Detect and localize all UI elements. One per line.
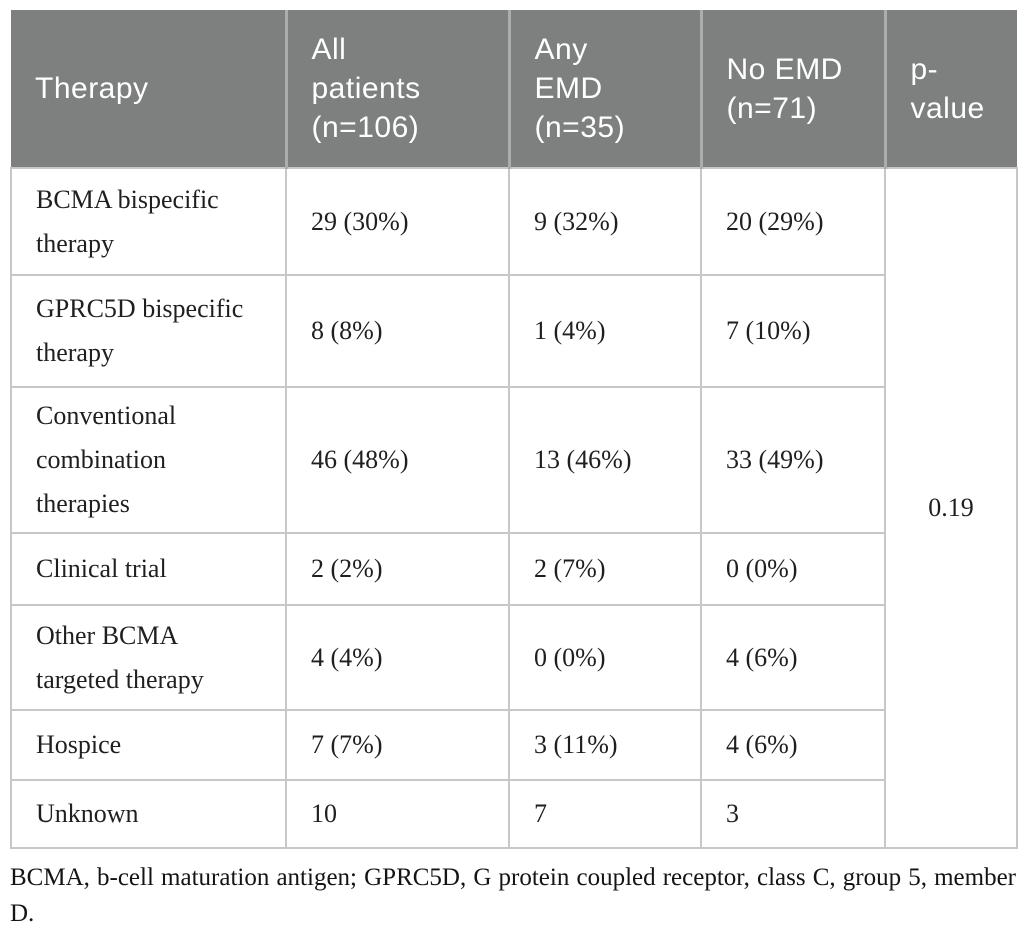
cell-any-emd: 2 (7%) [508, 532, 702, 606]
cell-no-emd: 3 [700, 779, 886, 849]
therapy-table: Therapy All patients (n=106) Any EMD (n=… [10, 10, 1018, 849]
cell-no-emd: 33 (49%) [700, 386, 886, 534]
cell-therapy: Unknown [10, 779, 287, 849]
cell-therapy: BCMA bispecific therapy [10, 167, 287, 276]
table-row: Hospice 7 (7%) 3 (11%) 4 (6%) [10, 709, 1017, 781]
column-header-all-patients: All patients (n=106) [284, 10, 509, 168]
cell-no-emd: 7 (10%) [700, 274, 886, 388]
cell-any-emd: 7 [508, 779, 702, 849]
column-header-no-emd: No EMD (n=71) [699, 10, 885, 168]
cell-all-patients: 4 (4%) [285, 604, 510, 711]
cell-no-emd: 20 (29%) [700, 167, 886, 276]
cell-no-emd: 0 (0%) [700, 532, 886, 606]
cell-no-emd: 4 (6%) [700, 604, 886, 711]
cell-any-emd: 0 (0%) [508, 604, 702, 711]
table-header: Therapy All patients (n=106) Any EMD (n=… [11, 10, 1017, 168]
cell-therapy: Conventional combination therapies [10, 386, 287, 534]
table-footnote: BCMA, b-cell maturation antigen; GPRC5D,… [10, 864, 1016, 927]
cell-therapy: Hospice [10, 709, 287, 781]
cell-all-patients: 8 (8%) [285, 274, 510, 388]
cell-any-emd: 3 (11%) [508, 709, 702, 781]
cell-any-emd: 1 (4%) [508, 274, 702, 388]
cell-no-emd: 4 (6%) [700, 709, 886, 781]
table-row: BCMA bispecific therapy 29 (30%) 9 (32%)… [10, 167, 1018, 849]
cell-all-patients: 29 (30%) [285, 167, 510, 276]
cell-all-patients: 2 (2%) [285, 532, 510, 606]
table-row: Unknown 10 7 3 [10, 779, 1017, 849]
column-header-p-value: p- value [883, 10, 1017, 168]
cell-any-emd: 9 (32%) [508, 167, 702, 276]
table-row: Conventional combination therapies 46 (4… [10, 386, 1017, 534]
table-row: Other BCMA targeted therapy 4 (4%) 0 (0%… [10, 604, 1017, 711]
table-row: GPRC5D bispecific therapy 8 (8%) 1 (4%) … [10, 274, 1017, 388]
cell-all-patients: 7 (7%) [285, 709, 510, 781]
column-header-therapy: Therapy [11, 10, 286, 168]
table-body: BCMA bispecific therapy 29 (30%) 9 (32%)… [10, 167, 1018, 849]
cell-p-value: 0.19 [884, 167, 1018, 849]
cell-all-patients: 10 [285, 779, 510, 849]
cell-any-emd: 13 (46%) [508, 386, 702, 534]
cell-all-patients: 46 (48%) [285, 386, 510, 534]
table-row: Clinical trial 2 (2%) 2 (7%) 0 (0%) [10, 532, 1017, 606]
cell-therapy: Clinical trial [10, 532, 287, 606]
header-row: Therapy All patients (n=106) Any EMD (n=… [11, 10, 1017, 168]
column-header-any-emd: Any EMD (n=35) [507, 10, 701, 168]
cell-therapy: GPRC5D bispecific therapy [10, 274, 287, 388]
cell-therapy: Other BCMA targeted therapy [10, 604, 287, 711]
